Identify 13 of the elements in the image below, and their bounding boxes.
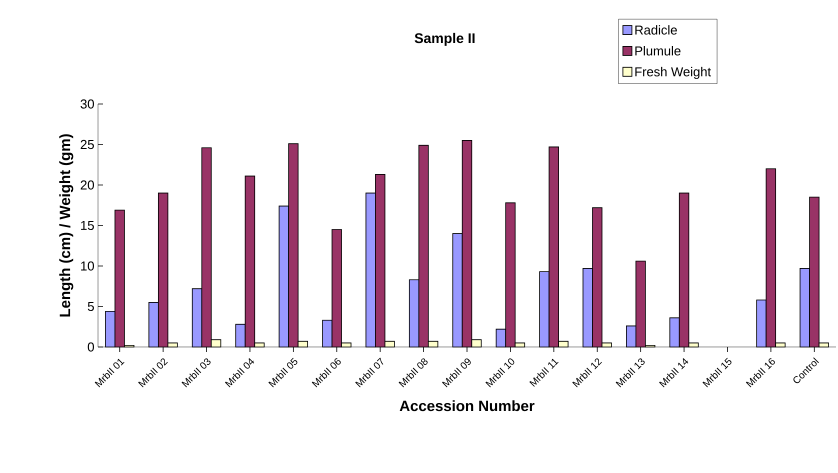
chart-title: Sample II [414,32,475,46]
y-tick-label: 30 [80,99,94,109]
y-tick-label: 15 [81,220,94,230]
legend-label: Radicle [635,25,677,35]
y-axis-title: Length (cm) / Weight (gm) [59,134,74,316]
y-tick-label: 0 [88,342,94,352]
y-tick-label: 20 [80,180,94,190]
y-tick-label: 10 [81,261,94,271]
y-tick-label: 5 [88,302,94,311]
y-tick-label: 25 [80,140,94,150]
legend-label: Plumule [635,46,680,56]
x-axis-title: Accession Number [400,400,534,412]
legend-label: Fresh Weight [635,66,711,79]
